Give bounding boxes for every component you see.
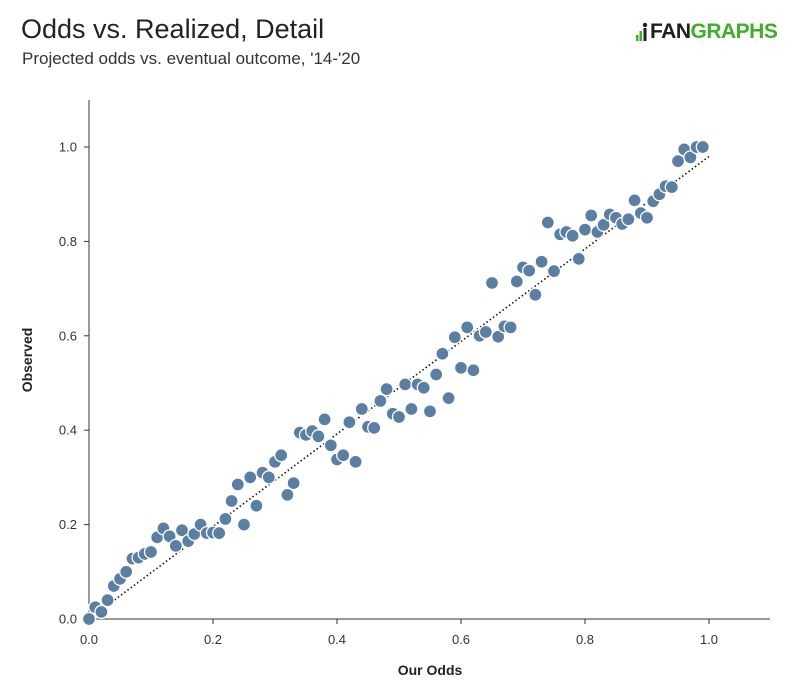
data-point xyxy=(664,179,679,195)
data-point xyxy=(336,448,351,463)
data-point xyxy=(509,274,524,289)
data-point xyxy=(342,415,357,430)
data-point xyxy=(422,404,438,419)
data-point xyxy=(280,487,295,503)
data-point xyxy=(224,493,239,509)
data-point xyxy=(398,377,413,392)
data-point xyxy=(274,448,289,463)
data-point xyxy=(670,154,686,169)
data-point xyxy=(218,511,233,527)
data-point xyxy=(503,320,518,335)
y-tick-label: 1.0 xyxy=(59,140,77,155)
data-point xyxy=(354,401,369,417)
y-axis-label: Observed xyxy=(19,328,35,393)
data-point xyxy=(286,475,301,491)
data-point xyxy=(416,380,431,395)
data-point xyxy=(429,367,444,382)
y-tick-label: 0.6 xyxy=(59,328,77,343)
x-axis-label: Our Odds xyxy=(398,662,463,678)
data-point xyxy=(249,498,264,513)
data-point xyxy=(577,222,593,237)
x-tick-label: 0.2 xyxy=(204,632,222,647)
data-point xyxy=(348,454,363,469)
data-point xyxy=(460,320,475,335)
data-point xyxy=(367,420,382,435)
data-point xyxy=(596,217,611,233)
fangraphs-logo[interactable]: FAN GRAPHS xyxy=(636,20,778,44)
data-point xyxy=(639,210,655,225)
y-axis-ticks: 0.0 0.2 0.4 0.6 0.8 1.0 xyxy=(59,140,89,627)
data-point xyxy=(94,604,109,620)
data-point xyxy=(528,287,543,302)
data-point xyxy=(534,254,549,269)
data-point xyxy=(540,215,555,230)
data-point xyxy=(212,525,227,541)
data-point xyxy=(373,393,388,409)
data-point xyxy=(168,538,183,553)
data-point xyxy=(119,564,134,579)
data-point xyxy=(695,139,710,155)
x-tick-label: 0.4 xyxy=(328,632,346,647)
data-point xyxy=(391,409,407,425)
data-point xyxy=(311,429,326,444)
data-point xyxy=(484,275,500,291)
data-point xyxy=(236,517,252,532)
chart-title: Odds vs. Realized, Detail xyxy=(21,14,325,44)
x-tick-label: 0.6 xyxy=(452,632,470,647)
x-tick-label: 0.0 xyxy=(80,632,98,647)
logo-text-fan: FAN xyxy=(650,20,691,43)
data-point xyxy=(571,251,586,267)
x-tick-label: 0.8 xyxy=(576,632,594,647)
data-point xyxy=(404,401,419,417)
data-point xyxy=(447,330,462,345)
chart-subtitle: Projected odds vs. eventual outcome, '14… xyxy=(22,49,361,68)
data-point xyxy=(261,470,276,485)
data-points xyxy=(81,139,710,627)
data-point xyxy=(565,228,580,243)
data-point xyxy=(546,263,562,279)
data-point xyxy=(584,208,599,223)
data-point xyxy=(627,193,642,208)
data-point xyxy=(100,592,115,608)
data-point xyxy=(522,263,537,278)
data-point xyxy=(441,390,456,406)
data-point xyxy=(621,212,636,227)
data-point xyxy=(435,346,450,361)
data-point xyxy=(323,438,338,453)
data-point xyxy=(466,363,481,378)
data-point xyxy=(243,470,258,485)
data-point xyxy=(453,360,469,376)
logo-text-graphs: GRAPHS xyxy=(690,20,778,43)
y-tick-label: 0.4 xyxy=(59,423,77,438)
y-tick-label: 0.2 xyxy=(59,517,77,532)
data-point xyxy=(478,324,493,340)
data-point xyxy=(491,329,506,344)
y-tick-label: 0.8 xyxy=(59,234,77,249)
y-tick-label: 0.0 xyxy=(59,612,77,627)
x-axis-ticks: 0.0 0.2 0.4 0.6 0.8 1.0 xyxy=(80,619,718,647)
data-point xyxy=(683,150,698,165)
batter-logo-icon xyxy=(636,22,648,41)
data-point xyxy=(230,477,245,492)
x-tick-label: 1.0 xyxy=(700,632,718,647)
data-point xyxy=(317,412,332,427)
data-point xyxy=(379,381,394,397)
data-point xyxy=(143,544,159,560)
chart-axes xyxy=(88,100,770,620)
data-point xyxy=(81,611,97,627)
